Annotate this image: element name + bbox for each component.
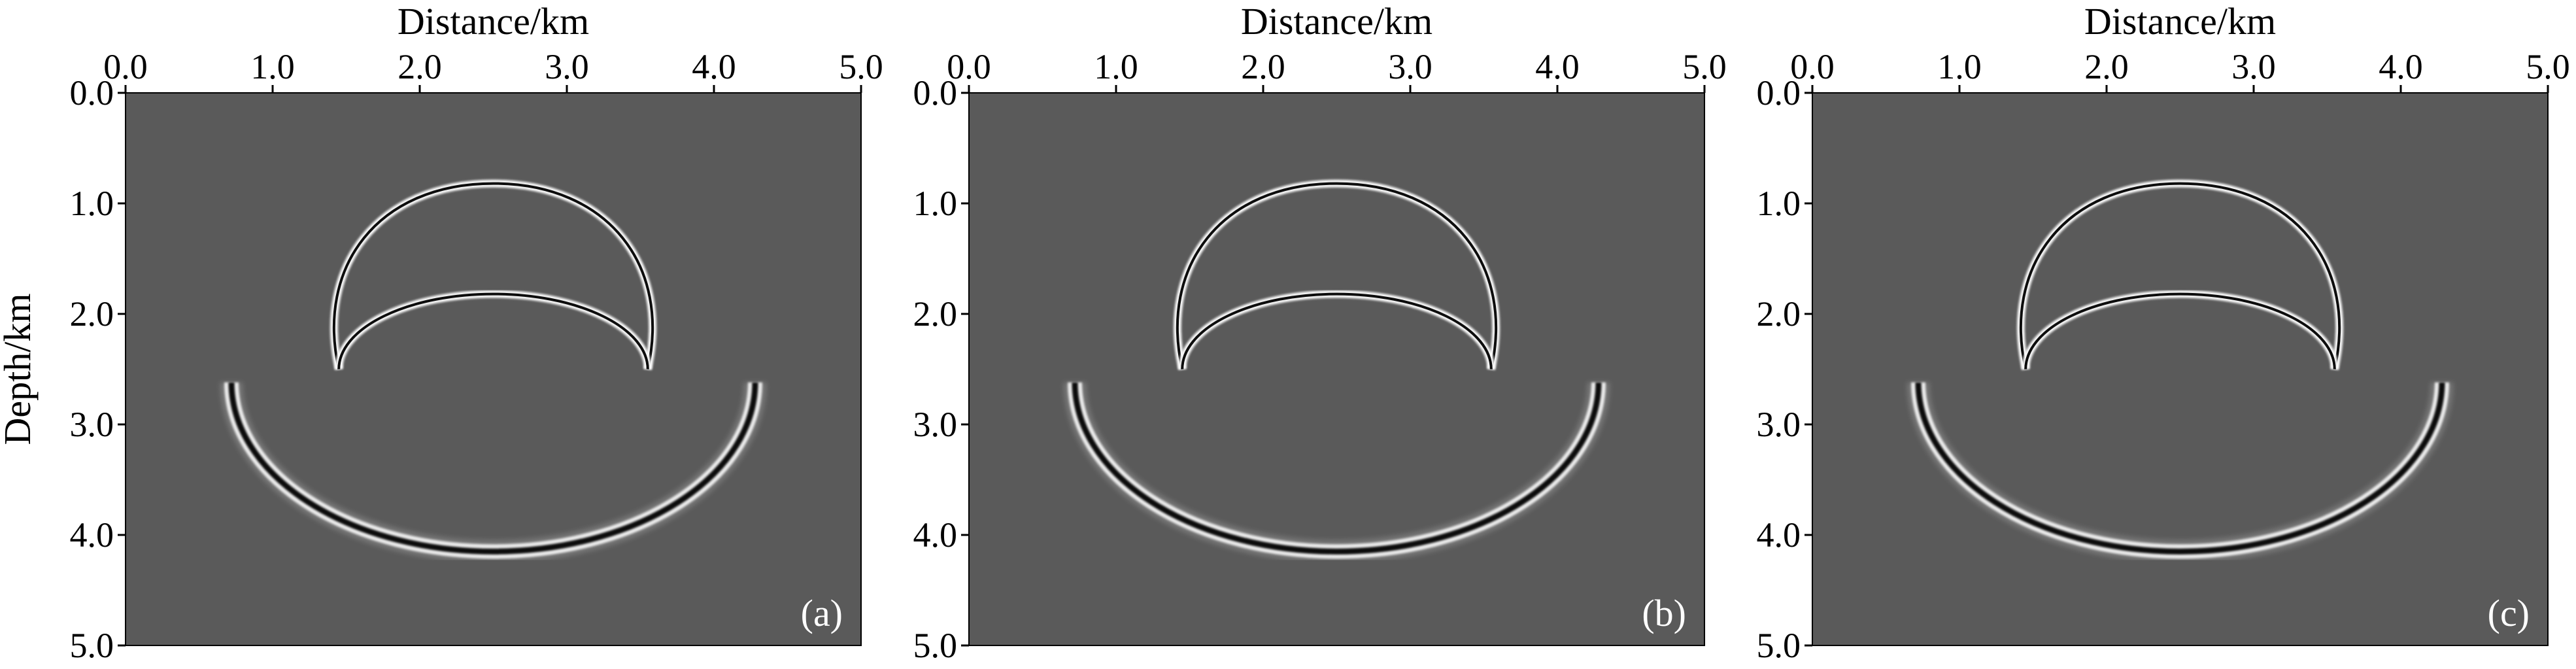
y-tick-label: 3.0 — [70, 405, 114, 444]
upper-arc-event-dark — [1176, 182, 1498, 369]
upper-arc-event-dark — [332, 182, 654, 369]
y-tick-label: 0.0 — [70, 73, 114, 112]
panel-c: 0.0 1.0 2.0 3.0 4.0 5.0 Distance/km 0.0 1.0 2.0 3.… — [1757, 0, 2570, 665]
x-axis-title: Distance/km — [2084, 0, 2276, 43]
lower-arc-event-dark — [337, 292, 649, 369]
bowl-event-dark — [1072, 382, 1602, 555]
wave-events — [1064, 179, 1610, 563]
y-tick-label: 0.0 — [913, 73, 958, 112]
x-tick-label: 3.0 — [1388, 47, 1432, 86]
y-tick-label: 5.0 — [913, 626, 958, 665]
x-axis-title: Distance/km — [398, 0, 589, 43]
x-tick-label: 1.0 — [1937, 47, 1982, 86]
lower-arc-event-dark — [1181, 292, 1493, 369]
y-tick-label: 3.0 — [913, 405, 958, 444]
x-tick-label: 0.0 — [1790, 47, 1835, 86]
x-tick-label: 1.0 — [250, 47, 295, 86]
x-tick-label: 0.0 — [947, 47, 991, 86]
x-tick-label: 1.0 — [1094, 47, 1138, 86]
x-tick-label: 2.0 — [2084, 47, 2129, 86]
lower-arc-event-dark — [2024, 292, 2336, 369]
x-tick-label: 4.0 — [692, 47, 736, 86]
y-tick-label: 0.0 — [1757, 73, 1801, 112]
x-tick-label: 5.0 — [2526, 47, 2570, 86]
panel-label: (c) — [2488, 592, 2530, 634]
y-tick-label: 5.0 — [70, 626, 114, 665]
panel-label: (a) — [801, 592, 843, 634]
x-tick-label: 2.0 — [398, 47, 442, 86]
x-tick-label: 4.0 — [2379, 47, 2423, 86]
plot-frame — [1812, 92, 2549, 646]
y-axis-title: Depth/km — [0, 294, 39, 445]
y-tick-label: 2.0 — [1757, 294, 1801, 334]
x-tick-label: 5.0 — [839, 47, 883, 86]
plot-frame — [125, 92, 862, 646]
y-tick-label: 2.0 — [913, 294, 958, 334]
y-tick-label: 1.0 — [913, 184, 958, 223]
panel-label: (b) — [1642, 592, 1686, 634]
y-tick-label: 1.0 — [70, 184, 114, 223]
x-tick-label: 2.0 — [1241, 47, 1285, 86]
x-tick-label: 5.0 — [1682, 47, 1727, 86]
y-tick-label: 5.0 — [1757, 626, 1801, 665]
x-tick-label: 3.0 — [2231, 47, 2276, 86]
panel-a: 0.0 1.0 2.0 3.0 4.0 5.0 Distance/km 0.0 1.0 2.0 3.… — [0, 0, 883, 665]
x-tick-label: 0.0 — [103, 47, 148, 86]
upper-arc-event-dark — [2019, 182, 2341, 369]
x-axis-title: Distance/km — [1241, 0, 1432, 43]
x-tick-label: 4.0 — [1535, 47, 1580, 86]
y-tick-label: 3.0 — [1757, 405, 1801, 444]
bowl-event-dark — [1915, 382, 2445, 555]
y-tick-label: 2.0 — [70, 294, 114, 334]
y-tick-label: 4.0 — [1757, 515, 1801, 555]
wave-events — [1907, 179, 2453, 563]
x-tick-label: 3.0 — [545, 47, 589, 86]
y-tick-label: 4.0 — [913, 515, 958, 555]
y-tick-label: 4.0 — [70, 515, 114, 555]
panel-b: 0.0 1.0 2.0 3.0 4.0 5.0 Distance/km 0.0 1.0 2.0 3.… — [913, 0, 1727, 665]
plot-frame — [968, 92, 1705, 646]
bowl-event-dark — [228, 382, 758, 555]
y-tick-label: 1.0 — [1757, 184, 1801, 223]
wave-events — [220, 179, 766, 563]
